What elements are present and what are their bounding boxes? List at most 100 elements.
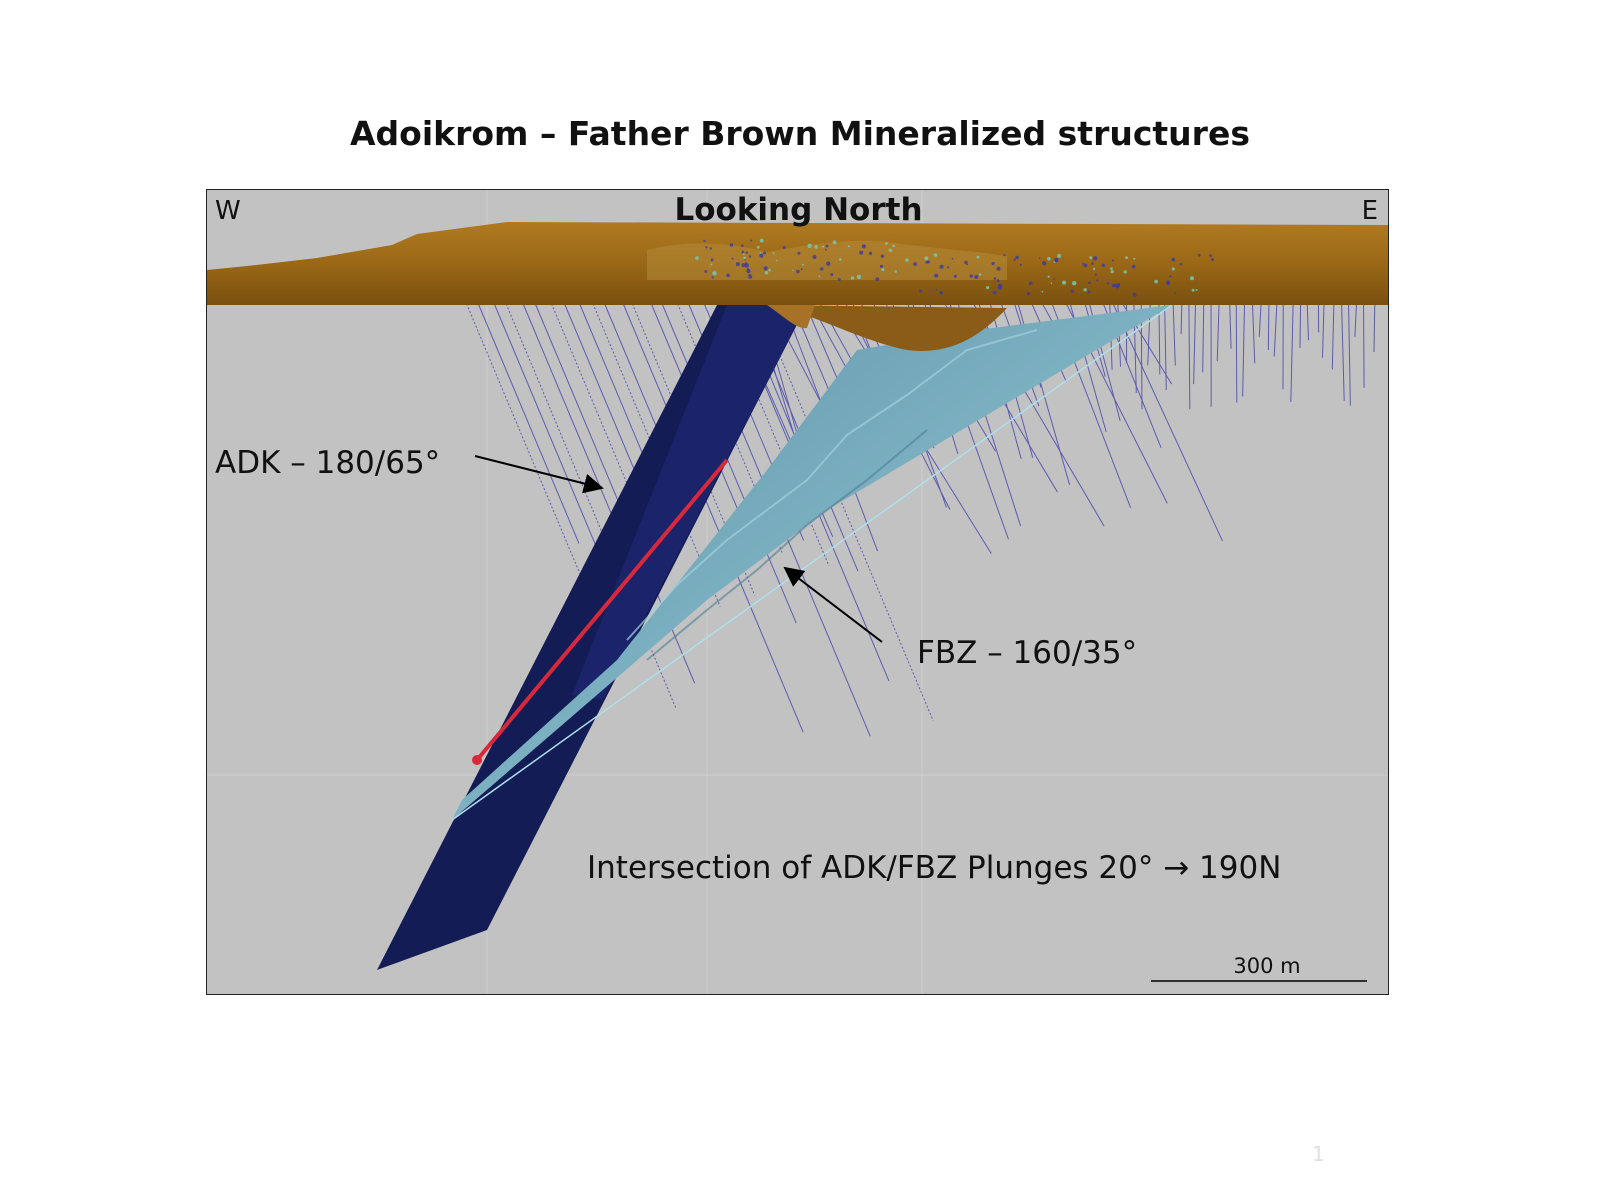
- collar-marker: [729, 243, 734, 247]
- collar-marker: [1026, 292, 1031, 296]
- view-direction-label: Looking North: [674, 192, 923, 228]
- adk-label: ADK – 180/65°: [215, 445, 441, 481]
- collar-marker: [1028, 281, 1033, 286]
- west-direction-label: W: [215, 196, 241, 226]
- collar-marker: [966, 263, 968, 266]
- collar-marker: [709, 247, 712, 250]
- collar-marker: [913, 262, 917, 266]
- collar-marker: [905, 258, 909, 262]
- collar-marker: [711, 276, 714, 279]
- collar-marker: [1191, 288, 1195, 292]
- collar-marker: [822, 245, 825, 248]
- collar-marker: [1047, 275, 1050, 278]
- collar-marker: [1154, 279, 1158, 284]
- collar-marker: [1174, 292, 1177, 295]
- collar-marker: [826, 261, 831, 266]
- collar-marker: [741, 244, 744, 247]
- collar-marker: [919, 289, 923, 293]
- collar-marker: [1053, 277, 1055, 280]
- collar-marker: [775, 259, 778, 262]
- drill-hole-trace: [1164, 299, 1167, 391]
- collar-marker: [939, 290, 944, 295]
- collar-marker: [1054, 257, 1058, 262]
- drill-hole-trace: [1202, 299, 1205, 373]
- collar-marker: [996, 279, 1000, 283]
- collar-marker: [850, 276, 855, 280]
- collar-marker: [974, 274, 979, 279]
- fbz-ridges: [626, 329, 1038, 641]
- section-3d-scene: [207, 190, 1388, 994]
- drill-hole-trace: [1354, 299, 1358, 337]
- collar-marker: [807, 243, 812, 248]
- collar-marker: [1041, 290, 1044, 293]
- drill-hole-trace: [1229, 299, 1232, 349]
- intersection-line: [475, 458, 729, 762]
- collar-marker: [763, 266, 768, 271]
- collar-marker: [1131, 264, 1136, 269]
- drill-hole-trace: [1299, 299, 1302, 348]
- collar-marker: [1042, 261, 1047, 266]
- collar-marker: [801, 263, 804, 266]
- collar-marker: [1171, 257, 1175, 262]
- collar-marker: [1062, 280, 1067, 285]
- collar-marker: [1211, 258, 1214, 262]
- drill-hole-trace: [1242, 299, 1246, 397]
- collar-marker: [825, 244, 829, 248]
- collar-marker: [1209, 254, 1213, 257]
- collar-marker: [772, 252, 775, 255]
- collar-marker: [1082, 262, 1085, 265]
- collar-marker: [868, 251, 873, 255]
- collar-marker: [726, 273, 730, 278]
- adk-pointer-arrow: [474, 455, 604, 494]
- collar-marker: [710, 258, 714, 262]
- collar-marker: [1070, 289, 1074, 293]
- drill-hole-trace: [660, 299, 797, 624]
- collar-marker: [879, 264, 884, 268]
- drill-hole-trace: [1172, 299, 1176, 366]
- collar-marker: [756, 245, 760, 249]
- collar-marker: [800, 268, 803, 270]
- drill-hole-trace: [464, 299, 603, 626]
- collar-marker: [1089, 256, 1093, 260]
- collar-marker: [768, 268, 771, 272]
- collar-marker: [1169, 275, 1172, 278]
- collar-marker: [832, 240, 837, 245]
- drill-hole-trace: [1180, 299, 1183, 335]
- scale-bar-label: 300 m: [1233, 954, 1301, 978]
- collar-marker: [1092, 267, 1096, 271]
- collar-marker: [1050, 282, 1053, 285]
- drill-hole-trace: [1290, 299, 1294, 403]
- drill-hole-trace: [1193, 299, 1197, 385]
- collar-marker: [996, 266, 1001, 271]
- collar-marker: [953, 274, 957, 278]
- drill-hole-trace: [1216, 299, 1220, 362]
- collar-marker: [820, 267, 824, 271]
- collar-marker: [1096, 279, 1099, 282]
- collar-marker: [935, 288, 938, 291]
- collar-marker: [825, 248, 827, 251]
- collar-marker: [703, 239, 706, 242]
- fbz-pointer-arrow: [783, 566, 883, 643]
- drill-hole-trace: [1373, 299, 1376, 353]
- collar-marker: [892, 244, 895, 248]
- collar-marker: [976, 255, 980, 259]
- collar-marker: [880, 254, 885, 258]
- collar-marker: [1091, 262, 1094, 265]
- collar-marker: [742, 253, 745, 255]
- collar-marker: [759, 252, 762, 254]
- collar-marker: [1087, 290, 1091, 294]
- collar-marker: [1171, 267, 1175, 271]
- drill-hole-trace: [1251, 299, 1256, 364]
- collar-marker: [1106, 282, 1110, 285]
- east-direction-label: E: [1361, 196, 1378, 226]
- collar-marker: [947, 266, 950, 269]
- collar-marker: [1179, 263, 1183, 266]
- collar-marker: [969, 274, 973, 278]
- collar-marker: [991, 262, 995, 266]
- collar-marker: [731, 257, 734, 260]
- collar-marker: [748, 255, 752, 258]
- collar-marker: [1132, 292, 1137, 297]
- collar-marker: [894, 270, 898, 273]
- collar-marker: [951, 257, 954, 260]
- collar-marker: [1166, 282, 1170, 286]
